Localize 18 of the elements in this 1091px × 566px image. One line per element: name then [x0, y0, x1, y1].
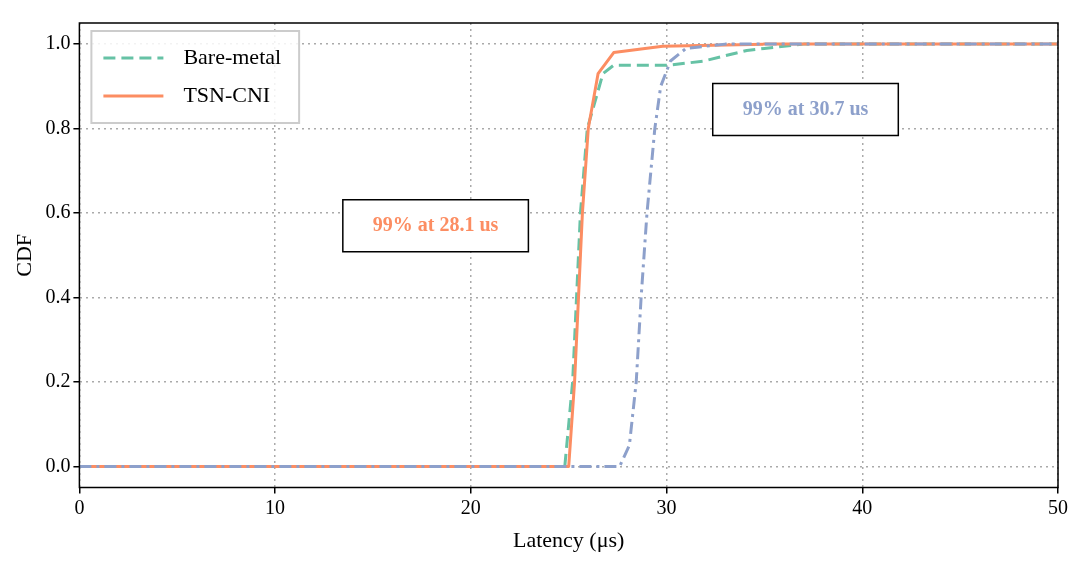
x-tick-label: 40 — [852, 495, 873, 518]
y-tick-label: 0.2 — [45, 369, 71, 392]
y-tick-label: 1.0 — [45, 31, 71, 54]
x-tick-label: 20 — [460, 495, 481, 518]
x-axis-title: Latency (μs) — [513, 526, 625, 552]
y-axis-title: CDF — [10, 233, 36, 277]
annotation: 99% at 30.7 us — [742, 96, 869, 119]
x-tick-label: 0 — [74, 495, 85, 518]
x-tick-label: 10 — [265, 495, 286, 518]
y-tick-label: 0.0 — [45, 453, 71, 476]
x-tick-label: 30 — [656, 495, 677, 518]
y-tick-label: 0.6 — [45, 200, 71, 223]
annotation: 99% at 28.1 us — [372, 212, 499, 235]
legend-label: Bare-metal — [183, 43, 282, 69]
y-tick-label: 0.4 — [45, 284, 71, 307]
y-tick-label: 0.8 — [45, 115, 71, 138]
x-tick-label: 50 — [1048, 495, 1068, 518]
legend-label: TSN-CNI — [183, 81, 271, 107]
